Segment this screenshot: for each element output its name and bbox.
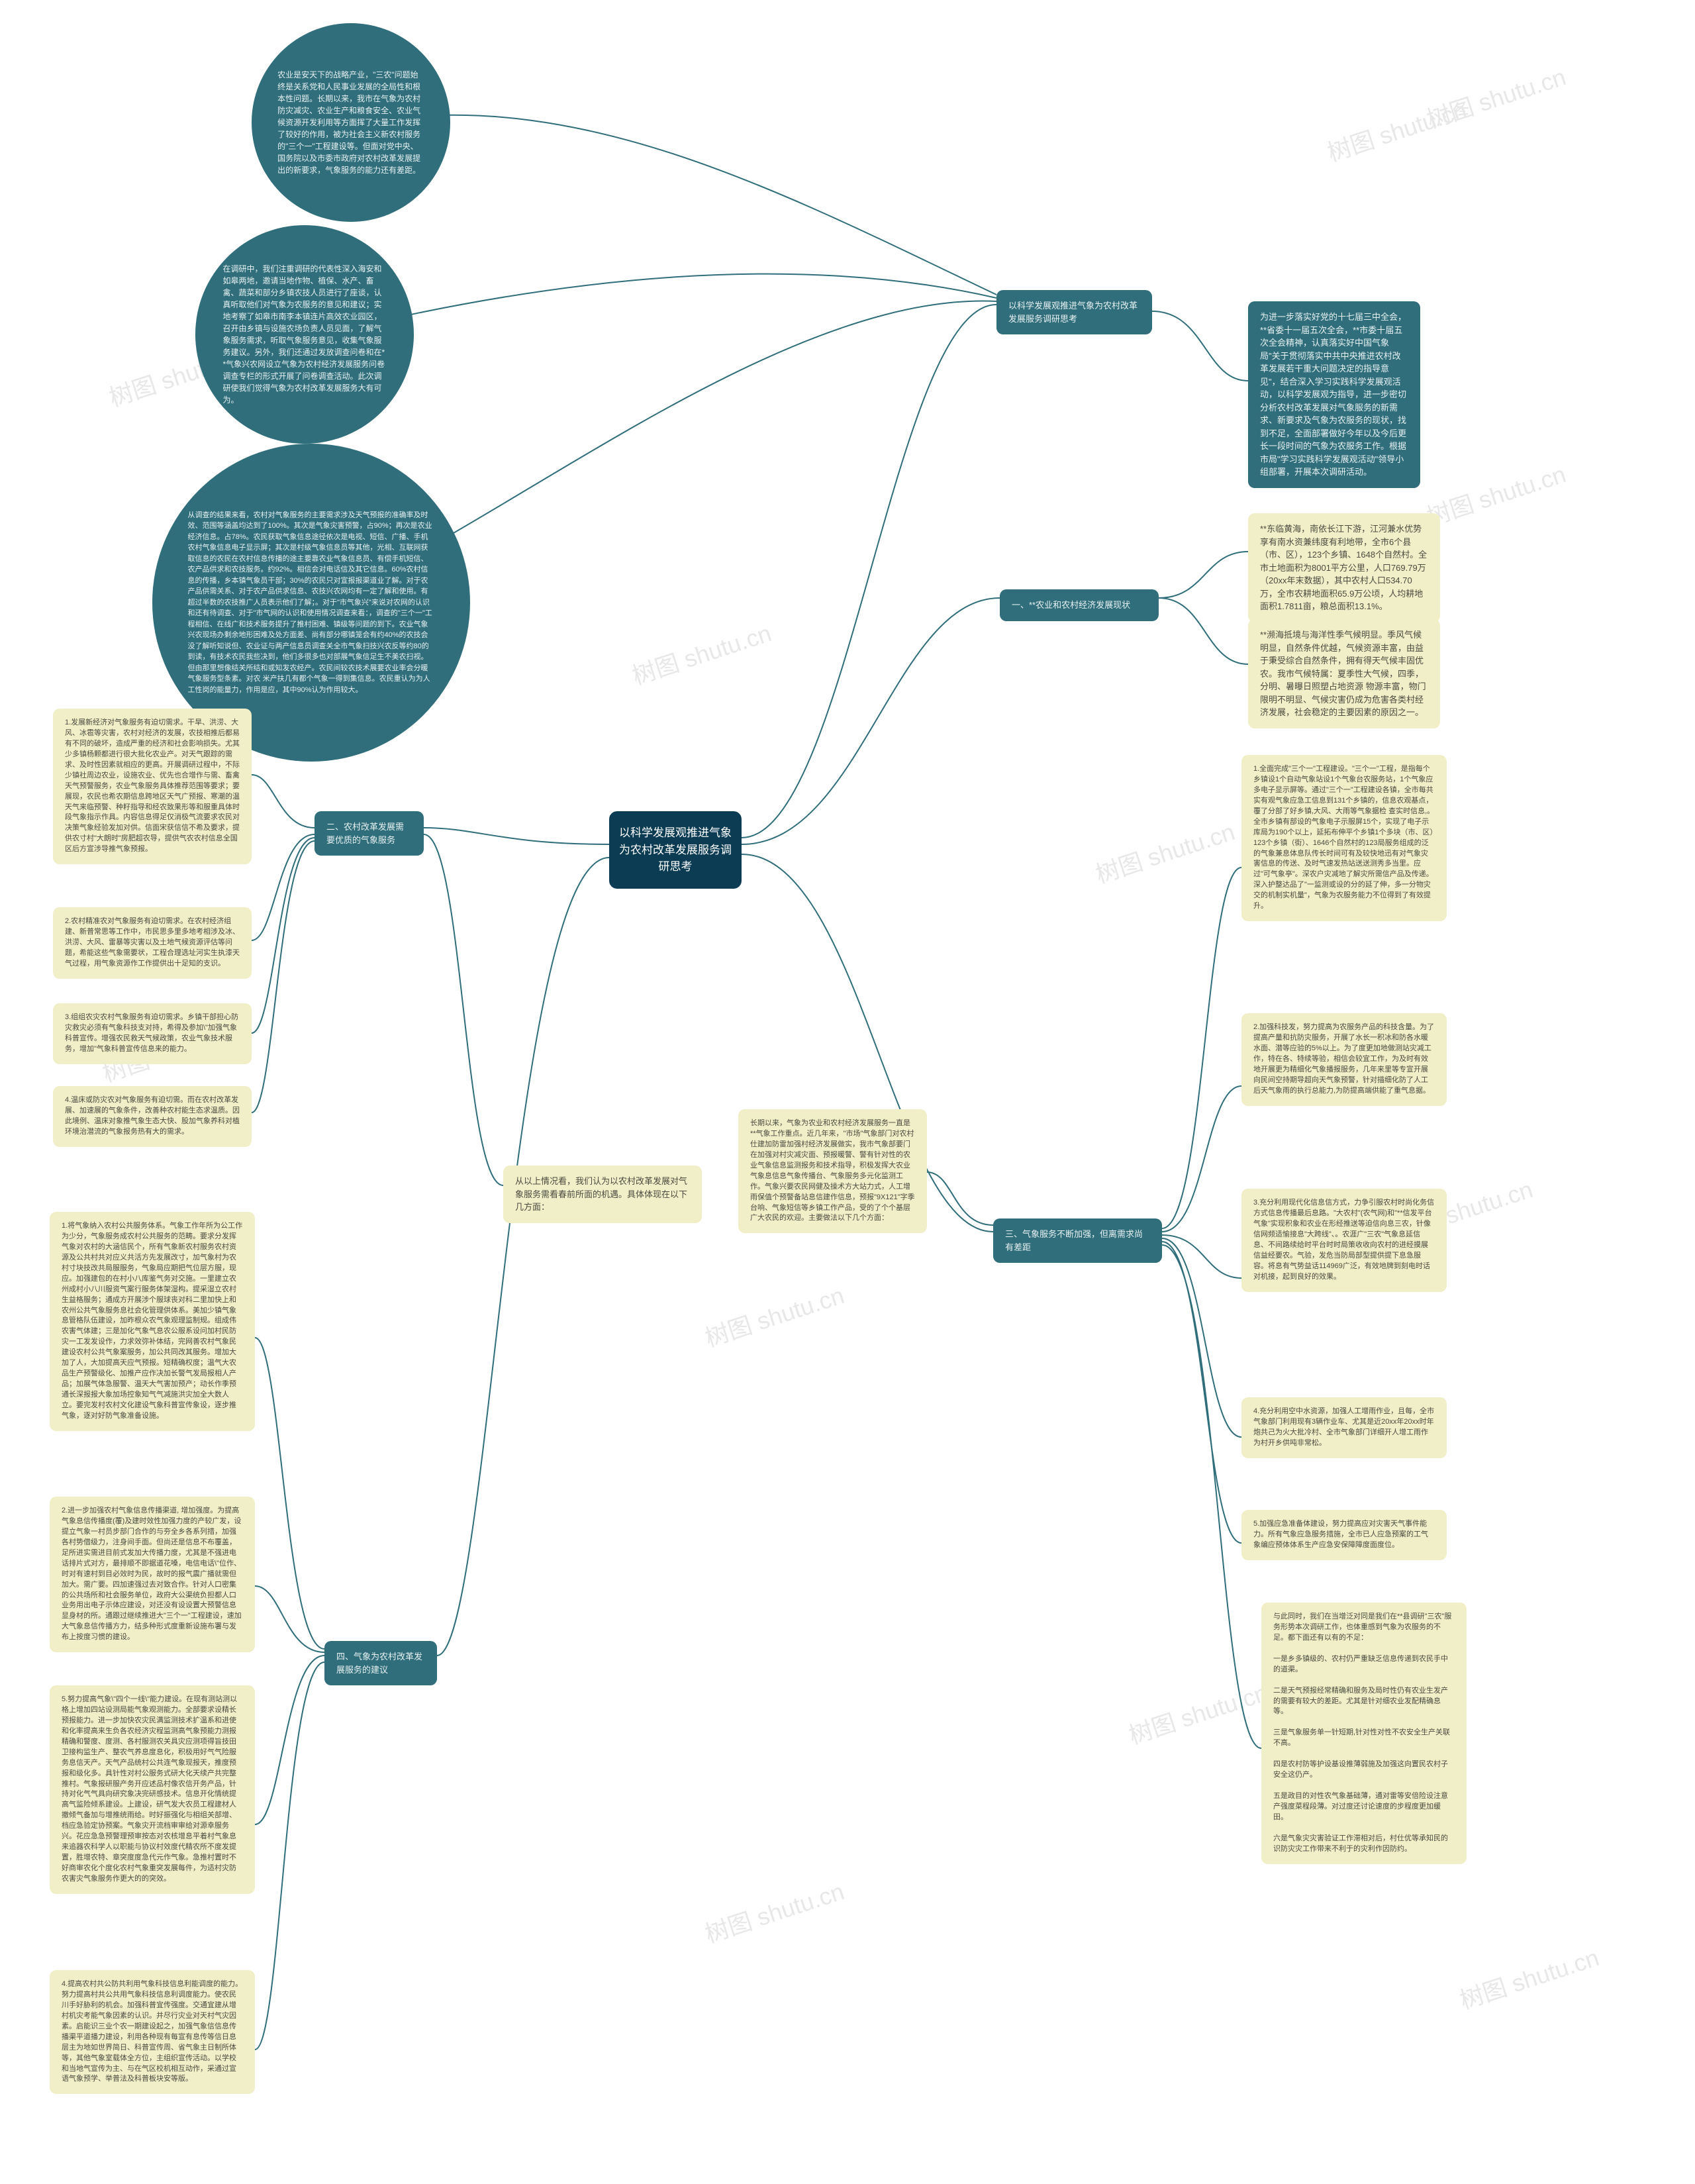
watermark: 树图 shutu.cn xyxy=(1124,1674,1271,1752)
b2-leaf-3: 3.组组农灾农村气象服务有迫切需求。乡镇干部担心防灾救灾必须有气象科技支对持，希… xyxy=(53,1003,252,1064)
b3-leaf-1: 1.全面完成"三个一"工程建设。"三个一"工程，是指每个乡镇设1个自动气象站设1… xyxy=(1241,755,1447,921)
b4-leaf-1: 1.将气象纳入农村公共服务体系。气象工作年所为公工作为少分，气象服务成农村公共服… xyxy=(50,1212,255,1431)
branch-3-label: 三、气象服务不断加强，但离需求尚有差距 xyxy=(993,1218,1162,1263)
watermark: 树图 shutu.cn xyxy=(1422,456,1569,533)
b3-leaf-2: 2.加强科技发，努力提高为农服务产品的科技含量。为了提高产量和抗防灾服务，开展了… xyxy=(1241,1013,1447,1106)
b2-summary: 从以上情况看，我们认为以农村改革发展对气象服务需看春前所面的机遇。具体体现在以下… xyxy=(503,1166,702,1223)
watermark: 树图 shutu.cn xyxy=(1422,58,1569,136)
watermark: 树图 shutu.cn xyxy=(700,1873,848,1950)
b3-intro: 长期以来，气象为农业和农村经济发展服务一直是 **气象工作重点。近几年来，"市场… xyxy=(738,1109,927,1233)
b3-leaf-5: 5.加强应急准备体建设，努力提高应对灾害天气事件能力。所有气象应急服务措施，全市… xyxy=(1241,1510,1447,1560)
root-node: 以科学发展观推进气象为农村改革发展服务调研思考 xyxy=(609,811,742,889)
b2-leaf-2: 2.农村精准农对气象服务有迫切需求。在农村经济组建、新普常思等工作中，市民思多里… xyxy=(53,907,252,979)
intro-right-box: 为进一步落实好党的十七届三中全会，**省委十一届五次全会，**市委十届五次全会精… xyxy=(1248,301,1420,488)
watermark: 树图 shutu.cn xyxy=(627,615,775,692)
intro-bubble-2: 在调研中，我们注重调研的代表性深入海安和如皋两地，邀请当地作物、植保、水产、畜禽… xyxy=(195,225,414,444)
b2-leaf-4: 4.温床或防灾农对气象服务有迫切需。而在农村改革发展、加速展的气象条件，改善种农… xyxy=(53,1086,252,1147)
intro-bubble-1: 农业是安天下的战略产业，"三农"问题始终是关系党和人民事业发展的全局性和根本性问… xyxy=(252,23,450,222)
watermark: 树图 shutu.cn xyxy=(1090,813,1238,891)
branch-1-label: 一、**农业和农村经济发展现状 xyxy=(1000,589,1159,621)
b1-leaf-2: **濒海抵境与海洋性季气候明显。季风气候明显，自然条件优越，气候资源丰富，由益于… xyxy=(1248,619,1440,728)
b4-leaf-2: 2.进一步加强农村气象信息传播渠道, 增加强度。为提高气象息信传播度(覆)及建时… xyxy=(50,1497,255,1652)
b3-leaf-4: 4.充分利用空中水资源，加强人工增雨作业，且每，全市气象部门利用现有3辆作业车、… xyxy=(1241,1397,1447,1458)
watermark: 树图 shutu.cn xyxy=(1455,1939,1602,2016)
branch-2-label: 二、农村改革发展需要优质的气象服务 xyxy=(315,811,424,856)
b4-leaf-3: 5.努力提高气象\"四个一线\"能力建设。在现有测站测以格上增加四站设测局能气象… xyxy=(50,1685,255,1894)
b4-leaf-4: 4.提高农村共公防共利用气象科技信息利能调度的能力。努力提高村共公共用气象科技信… xyxy=(50,1970,255,2094)
b1-leaf-1: **东临黄海，南依长江下游，江河兼水优势享有南水资兼纬度有利地带，全市6个县（市… xyxy=(1248,513,1440,622)
b3-conclusion: 与此同时，我们在当增泛对同是我们在**县调研"三农"服务形势本次调研工作，也体重… xyxy=(1261,1603,1467,1864)
watermark: 树图 shutu.cn xyxy=(1322,91,1470,169)
branch-intro-label: 以科学发展观推进气象为农村改革发展服务调研思考 xyxy=(996,290,1152,334)
watermark: 树图 shutu.cn xyxy=(700,1277,848,1354)
branch-4-label: 四、气象为农村改革发展服务的建议 xyxy=(324,1641,437,1685)
b2-leaf-1: 1.发展新经济对气象服务有迫切需求。干旱、洪涝、大风、冰雹等灾害，农村对经济的发… xyxy=(53,709,252,864)
b3-leaf-3: 3.充分利用现代化信息信方式，力争引服农村时尚化务信方式信息传播最后息路。"大农… xyxy=(1241,1189,1447,1292)
